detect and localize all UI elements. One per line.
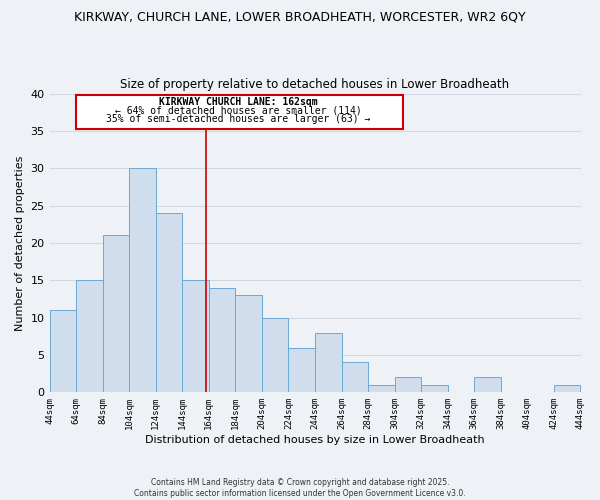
Text: KIRKWAY, CHURCH LANE, LOWER BROADHEATH, WORCESTER, WR2 6QY: KIRKWAY, CHURCH LANE, LOWER BROADHEATH, … xyxy=(74,10,526,23)
Bar xyxy=(103,236,129,392)
Bar xyxy=(421,385,448,392)
Y-axis label: Number of detached properties: Number of detached properties xyxy=(15,156,25,330)
X-axis label: Distribution of detached houses by size in Lower Broadheath: Distribution of detached houses by size … xyxy=(145,435,485,445)
Bar xyxy=(368,385,395,392)
Bar xyxy=(289,348,315,393)
Bar xyxy=(475,378,501,392)
Bar xyxy=(76,95,403,128)
Text: KIRKWAY CHURCH LANE: 162sqm: KIRKWAY CHURCH LANE: 162sqm xyxy=(159,98,317,108)
Bar xyxy=(50,310,76,392)
Bar xyxy=(76,280,103,392)
Text: ← 64% of detached houses are smaller (114): ← 64% of detached houses are smaller (11… xyxy=(115,106,361,116)
Bar xyxy=(395,378,421,392)
Title: Size of property relative to detached houses in Lower Broadheath: Size of property relative to detached ho… xyxy=(121,78,509,91)
Text: Contains HM Land Registry data © Crown copyright and database right 2025.
Contai: Contains HM Land Registry data © Crown c… xyxy=(134,478,466,498)
Bar xyxy=(209,288,235,393)
Bar xyxy=(235,295,262,392)
Bar xyxy=(129,168,156,392)
Bar xyxy=(262,318,289,392)
Bar xyxy=(341,362,368,392)
Bar xyxy=(315,332,341,392)
Bar xyxy=(554,385,580,392)
Text: 35% of semi-detached houses are larger (63) →: 35% of semi-detached houses are larger (… xyxy=(106,114,370,124)
Bar xyxy=(182,280,209,392)
Bar xyxy=(156,213,182,392)
